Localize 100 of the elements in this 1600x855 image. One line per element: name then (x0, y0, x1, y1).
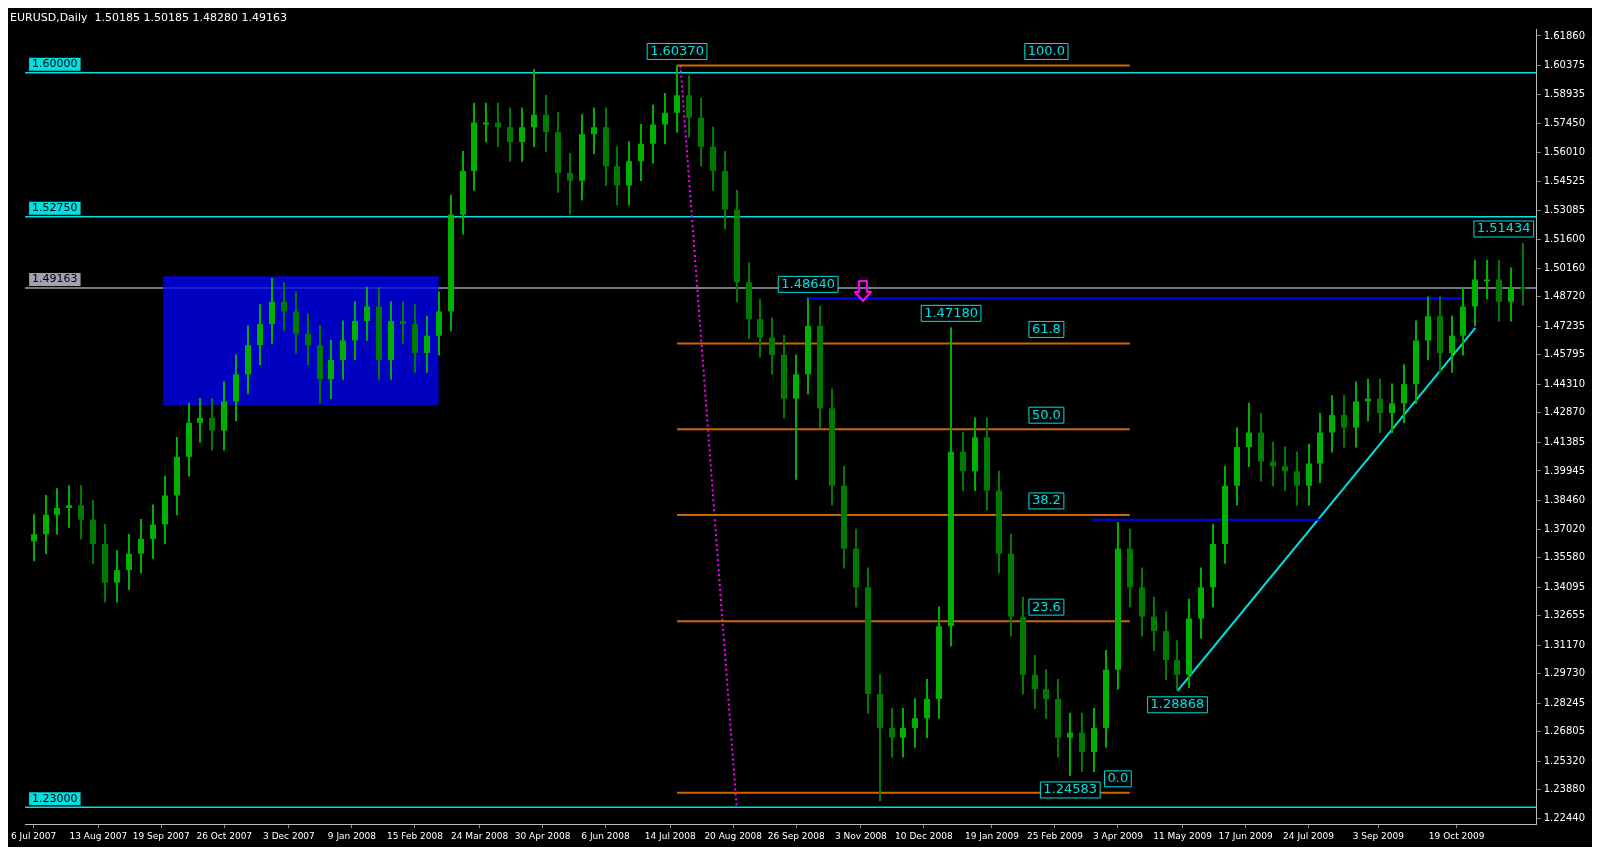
x-tick-label: 24 Jul 2009 (1283, 830, 1335, 841)
candlestick (567, 152, 573, 216)
candlestick (1484, 258, 1490, 301)
candlestick (1401, 363, 1407, 425)
x-tick-label: 3 Apr 2009 (1092, 830, 1144, 841)
candlestick (614, 145, 620, 207)
y-tick-label: 1.51600 (1543, 233, 1586, 245)
candlestick (531, 68, 537, 149)
y-tick-label: 1.32655 (1543, 609, 1586, 621)
y-tick-label: 1.54525 (1543, 175, 1586, 187)
candlestick (352, 300, 358, 362)
candlestick (1079, 711, 1085, 773)
candlestick (900, 707, 906, 759)
ref-line-label: 1.49163 (32, 272, 78, 286)
x-tick-label: 13 Aug 2007 (69, 830, 128, 841)
candlestick (591, 106, 597, 156)
annotation: 1.51434 (1476, 220, 1531, 236)
annotation: 1.24583 (1043, 781, 1098, 797)
candlestick (686, 74, 692, 139)
y-tick-label: 1.26805 (1543, 725, 1586, 737)
candlestick (305, 312, 311, 367)
candlestick (1174, 639, 1180, 692)
candlestick (1246, 401, 1252, 468)
y-tick-label: 1.23880 (1543, 783, 1586, 795)
annotation: 0.0 (1107, 770, 1129, 786)
y-tick-label: 1.48720 (1543, 290, 1586, 302)
annotation: 1.28868 (1150, 696, 1205, 712)
x-tick-label: 11 May 2009 (1153, 830, 1213, 841)
candlestick (662, 91, 668, 146)
y-tick-label: 1.22440 (1543, 812, 1586, 824)
y-tick-label: 1.47235 (1543, 319, 1586, 331)
annotation: 23.6 (1031, 598, 1061, 614)
x-tick-label: 17 Jun 2009 (1218, 830, 1273, 841)
annotation: 1.60370 (650, 42, 704, 58)
candlestick (1032, 653, 1038, 711)
x-tick-label: 19 Sep 2007 (132, 830, 190, 841)
candlestick (364, 285, 370, 342)
y-tick-label: 1.39945 (1543, 464, 1586, 476)
candlestick (114, 549, 120, 604)
candlestick (1496, 258, 1502, 323)
x-tick-label: 14 Jul 2008 (644, 830, 696, 841)
candlestick (1449, 314, 1455, 374)
candlestick (507, 106, 513, 163)
candlestick (1282, 445, 1288, 493)
y-tick-label: 1.37020 (1543, 522, 1586, 534)
annotation: 1.48640 (781, 275, 835, 291)
candlestick (769, 316, 775, 376)
candlestick (1329, 394, 1335, 454)
x-tick-label: 26 Sep 2008 (767, 830, 825, 841)
annotation: 100.0 (1027, 42, 1066, 58)
candlestick (1067, 711, 1073, 777)
candlestick (638, 122, 644, 183)
candlestick (1341, 394, 1347, 449)
candlestick (340, 319, 346, 381)
x-tick-label: 20 Aug 2008 (704, 830, 763, 841)
candlestick (483, 101, 489, 144)
candlestick (519, 106, 525, 163)
ref-line-label: 1.52750 (32, 201, 78, 215)
candlestick (1151, 595, 1157, 652)
candlestick (269, 277, 275, 345)
x-tick-label: 3 Sep 2009 (1352, 830, 1405, 841)
x-tick-label: 24 Mar 2008 (451, 830, 509, 841)
candlestick (281, 280, 287, 333)
y-tick-label: 1.35580 (1543, 551, 1586, 563)
y-tick-label: 1.44310 (1543, 377, 1586, 389)
candlestick (54, 487, 60, 536)
candlestick (150, 503, 156, 560)
y-tick-label: 1.58935 (1543, 87, 1586, 99)
ref-line-label: 1.60000 (32, 57, 78, 71)
y-tick-label: 1.38460 (1543, 494, 1586, 506)
candlestick (757, 298, 763, 359)
candlestick (1294, 450, 1300, 507)
y-tick-label: 1.53085 (1543, 203, 1586, 215)
candlestick (31, 513, 37, 563)
candlestick (257, 303, 263, 367)
candlestick (1389, 382, 1395, 434)
candlestick (1043, 668, 1049, 720)
candlestick (889, 707, 895, 759)
chart-title: EURUSD,Daily 1.50185 1.50185 1.48280 1.49163 (10, 11, 287, 25)
candlestick (543, 93, 549, 154)
y-tick-label: 1.61860 (1543, 29, 1586, 41)
x-tick-label: 3 Nov 2008 (834, 830, 888, 841)
candlestick (293, 290, 299, 355)
candlestick (424, 314, 430, 374)
x-tick-label: 25 Feb 2009 (1026, 830, 1084, 841)
x-tick-label: 6 Jul 2007 (11, 830, 57, 841)
candlestick (650, 103, 656, 165)
candlestick (209, 397, 215, 452)
y-tick-label: 1.60375 (1543, 59, 1586, 71)
y-tick-label: 1.25320 (1543, 754, 1586, 766)
candlestick (1508, 266, 1514, 323)
y-tick-label: 1.34095 (1543, 580, 1586, 592)
candlestick (328, 339, 334, 401)
candlestick (43, 493, 49, 556)
candlestick (924, 678, 930, 740)
candlestick (495, 101, 501, 149)
x-tick-label: 26 Oct 2007 (196, 830, 253, 841)
y-tick-label: 1.41385 (1543, 435, 1586, 447)
x-tick-label: 10 Dec 2008 (895, 830, 953, 841)
y-tick-label: 1.29730 (1543, 667, 1586, 679)
